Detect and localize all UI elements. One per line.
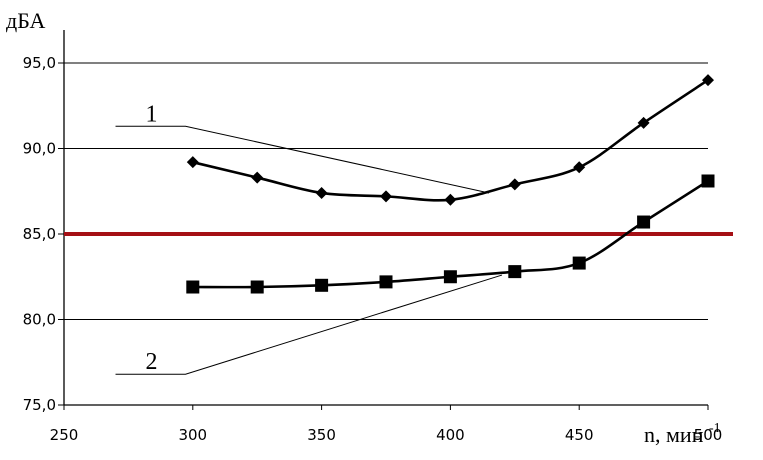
- series-layer: [186, 74, 715, 294]
- series-2-point: [315, 278, 329, 292]
- series-1-point: [637, 116, 650, 129]
- x-tick-label: 350: [307, 426, 336, 444]
- series-2-point: [508, 265, 522, 279]
- x-tick-label: 300: [178, 426, 207, 444]
- x-axis-title-main: n, мин: [644, 422, 704, 447]
- y-axis-title: дБА: [6, 8, 46, 33]
- x-axis-title: n, мин -1: [644, 421, 721, 447]
- series-2-point: [379, 275, 393, 289]
- series-1-callout-label: 1: [146, 101, 158, 127]
- series-1-point: [444, 193, 457, 206]
- series-1-point: [508, 178, 521, 191]
- series-1-point: [380, 190, 392, 203]
- x-tick-label: 450: [565, 426, 594, 444]
- series-2-point: [250, 280, 264, 294]
- y-tick-label: 75,0: [23, 396, 56, 414]
- series-1-line: [192, 79, 709, 202]
- x-tick-label: 500: [694, 426, 723, 444]
- x-tick-labels: 250 300 350 400 450 500: [50, 405, 723, 444]
- series-2-point: [637, 215, 651, 229]
- y-tick-label: 95,0: [23, 54, 56, 72]
- series-1-point: [315, 186, 328, 199]
- series-1-callout-line: [115, 125, 490, 194]
- x-axis-title-superscript: -1: [709, 421, 721, 436]
- x-tick-label: 250: [50, 426, 79, 444]
- series-1-point: [251, 171, 264, 184]
- series-2-point: [443, 270, 457, 284]
- series-1-point: [702, 74, 714, 87]
- y-tick-label: 85,0: [23, 225, 56, 243]
- y-tick-label: 90,0: [23, 140, 56, 158]
- series-2-callout-label: 2: [146, 349, 158, 375]
- x-tick-label: 400: [436, 426, 465, 444]
- series-2-callout-line: [115, 274, 503, 375]
- y-tick-label: 80,0: [23, 311, 56, 329]
- series-1-point: [186, 156, 199, 169]
- series-2-point: [186, 280, 200, 294]
- series-2-point: [572, 256, 586, 270]
- axes: [63, 30, 708, 406]
- series-2-point: [701, 174, 715, 188]
- series-1-point: [573, 161, 586, 174]
- y-tick-labels: 75,0 80,0 85,0 90,0 95,0: [23, 54, 56, 414]
- callout-layer: 12: [115, 101, 503, 375]
